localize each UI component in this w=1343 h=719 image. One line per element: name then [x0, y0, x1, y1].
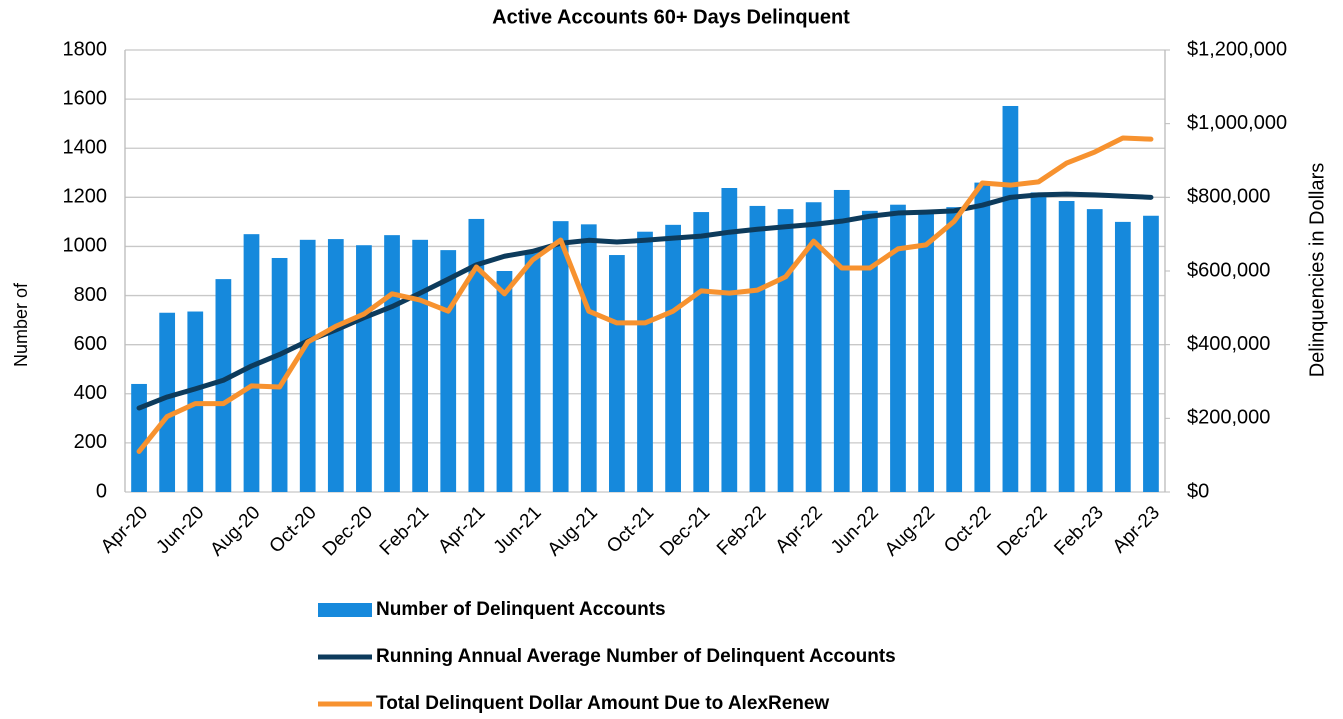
legend-swatch [318, 603, 372, 617]
y-tick-label: 800 [74, 284, 107, 306]
x-tick-label: Feb-21 [376, 502, 433, 559]
bar [609, 255, 625, 492]
bar [243, 234, 260, 492]
bar [299, 239, 316, 492]
bar [159, 312, 176, 492]
y-tick-label: 1400 [63, 137, 108, 159]
bar [215, 279, 232, 492]
y2-tick-label: $1,200,000 [1187, 38, 1287, 60]
y-tick-label: 1800 [63, 38, 108, 60]
bar [271, 257, 288, 492]
x-tick-label: Aug-20 [206, 502, 264, 560]
bar [890, 204, 906, 492]
line [136, 135, 1154, 454]
x-tick-label: Jun-20 [152, 502, 208, 558]
bar [496, 271, 513, 492]
bar [777, 209, 794, 492]
bar [721, 188, 738, 492]
y2-tick-label: $400,000 [1187, 333, 1270, 355]
y2-tick-label: $200,000 [1187, 407, 1270, 429]
x-tick-label: Dec-22 [993, 502, 1051, 560]
bar [440, 250, 457, 492]
y-axis-title: Number of [11, 282, 31, 367]
x-tick-label: Jun-21 [490, 502, 546, 558]
y-tick-label: 1000 [63, 235, 108, 257]
y-tick-label: 200 [74, 431, 107, 453]
bar [580, 224, 597, 492]
chart-title: Active Accounts 60+ Days Delinquent [492, 6, 850, 28]
bar [1143, 215, 1159, 492]
bar [833, 189, 850, 492]
bar [131, 383, 147, 492]
x-tick-label: Oct-21 [603, 502, 658, 557]
x-tick-label: Dec-20 [319, 502, 377, 560]
bar [665, 224, 681, 492]
y-tick-label: 600 [74, 333, 107, 355]
bar [1114, 221, 1131, 492]
y2-tick-label: $800,000 [1187, 186, 1270, 208]
bar [1030, 192, 1047, 492]
bar [1002, 105, 1019, 492]
x-tick-label: Apr-23 [1109, 502, 1164, 557]
y-tick-label: 0 [96, 480, 107, 502]
y2-tick-label: $600,000 [1187, 259, 1270, 281]
bar [805, 202, 822, 492]
x-tick-label: Dec-21 [656, 502, 714, 560]
bar [468, 218, 485, 493]
x-tick-label: Feb-23 [1050, 502, 1107, 559]
y-tick-label: 1600 [63, 87, 108, 109]
legend-label: Number of Delinquent Accounts [376, 599, 666, 620]
bar [1058, 201, 1075, 492]
bar [918, 212, 934, 493]
bar [974, 182, 991, 492]
bar [637, 231, 653, 492]
bar [552, 221, 569, 492]
bar [1086, 209, 1103, 492]
x-tick-label: Oct-20 [266, 502, 321, 557]
y2-axis-title: Delinquencies in Dollars [1306, 163, 1328, 378]
bar [524, 251, 541, 492]
x-tick-label: Aug-22 [881, 502, 939, 560]
x-tick-label: Apr-20 [97, 502, 152, 557]
x-tick-label: Aug-21 [544, 502, 602, 560]
bar [946, 207, 963, 492]
bar [749, 205, 766, 492]
bar [356, 245, 372, 492]
y2-tick-label: $0 [1187, 480, 1209, 502]
x-tick-label: Apr-22 [772, 502, 827, 557]
x-tick-label: Feb-22 [713, 502, 770, 559]
y-tick-label: 400 [74, 382, 107, 404]
x-tick-label: Oct-22 [940, 502, 995, 557]
y2-tick-label: $1,000,000 [1187, 112, 1287, 134]
x-tick-label: Apr-21 [434, 502, 489, 557]
x-tick-label: Jun-22 [827, 502, 883, 558]
y-tick-label: 1200 [63, 186, 108, 208]
legend-label: Total Delinquent Dollar Amount Due to Al… [376, 693, 829, 714]
legend-label: Running Annual Average Number of Delinqu… [376, 646, 896, 667]
bar [327, 239, 344, 492]
bar [412, 239, 429, 492]
bar [693, 212, 710, 493]
bar [861, 210, 878, 493]
bar [384, 235, 400, 492]
